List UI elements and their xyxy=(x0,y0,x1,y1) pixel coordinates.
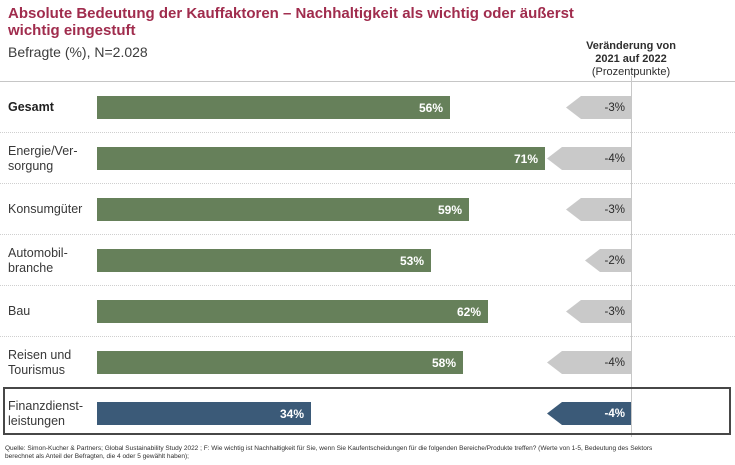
row-label: Energie/Ver- sorgung xyxy=(8,143,78,173)
row-label: Automobil- branche xyxy=(8,245,68,275)
value-bar: 53% xyxy=(97,249,431,272)
change-arrow-icon: -4% xyxy=(547,351,631,374)
value-label: 58% xyxy=(431,355,456,370)
value-label: 59% xyxy=(437,202,462,217)
change-header-line1: Veränderung von xyxy=(586,40,676,52)
value-label: 34% xyxy=(279,406,304,421)
row-label: Reisen und Tourismus xyxy=(8,347,72,377)
value-bar: 56% xyxy=(97,96,450,119)
change-label: -3% xyxy=(604,101,625,114)
change-header-line3: (Prozentpunkte) xyxy=(591,66,671,78)
chart-row-automobilbranche: Automobil- branche 53% -2% xyxy=(0,245,735,275)
chart-row-finanzdienstleistungen: Finanzdienst- leistungen 34% -4% xyxy=(0,398,735,428)
change-arrow-icon: -3% xyxy=(566,96,631,119)
chart-row-reisen-tourismus: Reisen und Tourismus 58% -4% xyxy=(0,347,735,377)
header-divider-line xyxy=(0,81,735,82)
change-column-header: Veränderung von 2021 auf 2022 (Prozentpu… xyxy=(531,40,731,79)
value-bar: 58% xyxy=(97,351,463,374)
row-label: Konsumgüter xyxy=(8,202,83,216)
row-separator xyxy=(0,336,735,337)
change-arrow-icon: -3% xyxy=(566,198,631,221)
value-bar: 71% xyxy=(97,147,545,170)
change-arrow-icon: -4% xyxy=(547,147,631,170)
value-label: 71% xyxy=(513,151,538,166)
change-label: -3% xyxy=(604,203,625,216)
value-bar: 62% xyxy=(97,300,488,323)
change-header-line2: 2021 auf 2022 xyxy=(595,53,667,65)
row-separator xyxy=(0,234,735,235)
chart-row-bau: Bau 62% -3% xyxy=(0,300,735,323)
change-label: -4% xyxy=(604,152,625,165)
change-label: -3% xyxy=(604,305,625,318)
source-note-line2: berechnet als Anteil der Befragten, die … xyxy=(5,453,189,460)
highlight-box-finanzdienstleistungen xyxy=(3,387,731,435)
change-arrow-icon: -2% xyxy=(585,249,631,272)
row-separator xyxy=(0,183,735,184)
row-separator xyxy=(0,132,735,133)
row-separator xyxy=(0,285,735,286)
value-label: 56% xyxy=(418,100,443,115)
row-label: Gesamt xyxy=(8,100,54,114)
chart-row-konsumgueter: Konsumgüter 59% -3% xyxy=(0,198,735,221)
change-arrow-icon: -3% xyxy=(566,300,631,323)
change-label: -2% xyxy=(604,254,625,267)
change-arrow-icon-highlighted: -4% xyxy=(547,402,631,425)
chart-row-energie-versorgung: Energie/Ver- sorgung 71% -4% xyxy=(0,143,735,173)
value-bar: 59% xyxy=(97,198,469,221)
row-label: Finanzdienst- leistungen xyxy=(8,398,84,428)
change-label: -4% xyxy=(604,356,625,369)
source-note-line1: Quelle: Simon-Kucher & Partners; Global … xyxy=(5,445,653,452)
value-bar-highlighted: 34% xyxy=(97,402,311,425)
change-label: -4% xyxy=(604,407,625,420)
chart-row-gesamt: Gesamt 56% -3% xyxy=(0,96,735,119)
change-axis-line xyxy=(631,76,632,437)
page-title-line2: wichtig eingestuft xyxy=(8,22,136,39)
value-label: 62% xyxy=(456,304,481,319)
chart-subtitle: Befragte (%), N=2.028 xyxy=(8,44,148,60)
row-label: Bau xyxy=(8,304,31,318)
value-label: 53% xyxy=(399,253,424,268)
page-title-line1: Absolute Bedeutung der Kauffaktoren – Na… xyxy=(8,5,574,22)
